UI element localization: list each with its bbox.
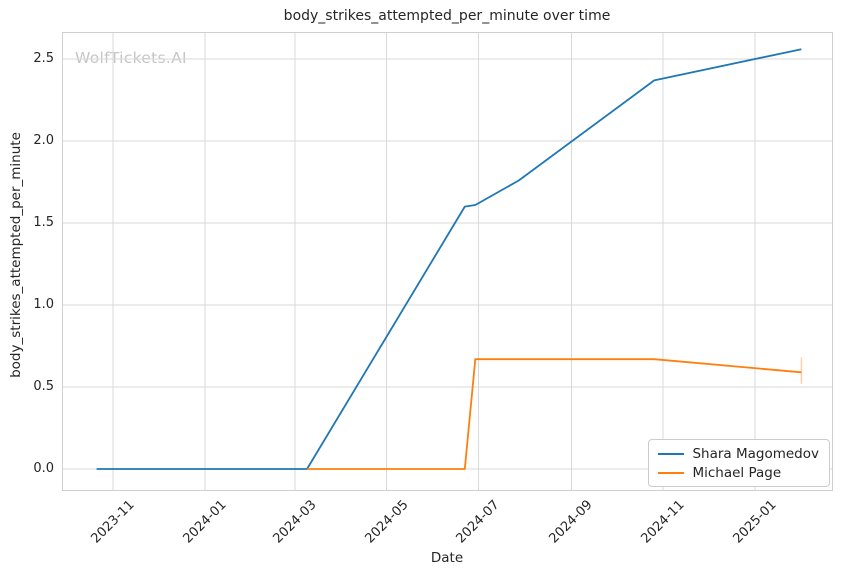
x-tick-label: 2024-03	[270, 497, 320, 547]
series-line-michael-page	[307, 358, 802, 470]
y-tick-label: 0.5	[33, 379, 54, 395]
x-tick-label: 2024-07	[453, 497, 503, 547]
x-tick-label: 2023-11	[88, 497, 138, 547]
y-axis-label: body_strikes_attempted_per_minute	[8, 132, 24, 378]
chart-canvas	[62, 32, 833, 491]
x-tick-label: 2024-11	[638, 497, 688, 547]
x-axis-label: Date	[430, 550, 464, 566]
x-tick-label: 2024-09	[546, 497, 596, 547]
y-tick-label: 1.5	[33, 215, 54, 231]
chart-title: body_strikes_attempted_per_minute over t…	[283, 8, 611, 24]
x-tick-label: 2024-05	[362, 497, 412, 547]
y-tick-label: 0.0	[33, 461, 54, 477]
legend-label: Shara Magomedov	[692, 445, 819, 462]
legend-line-swatch-icon	[658, 471, 685, 474]
y-tick-label: 2.5	[33, 51, 54, 67]
series-line-shara-magomedov	[96, 48, 802, 470]
legend-label: Michael Page	[692, 464, 782, 481]
plot-spines	[62, 32, 833, 491]
x-tick-label: 2025-01	[730, 497, 780, 547]
legend: Shara Magomedov Michael Page	[648, 439, 830, 487]
legend-item-shara-magomedov: Shara Magomedov	[658, 444, 819, 463]
watermark: WolfTickets.AI	[75, 49, 187, 67]
x-tick-label: 2024-01	[180, 497, 230, 547]
legend-line-swatch-icon	[658, 452, 685, 455]
y-tick-label: 2.0	[33, 133, 54, 149]
legend-item-michael-page: Michael Page	[658, 463, 819, 482]
y-tick-label: 1.0	[33, 297, 54, 313]
plot-area	[62, 32, 833, 491]
